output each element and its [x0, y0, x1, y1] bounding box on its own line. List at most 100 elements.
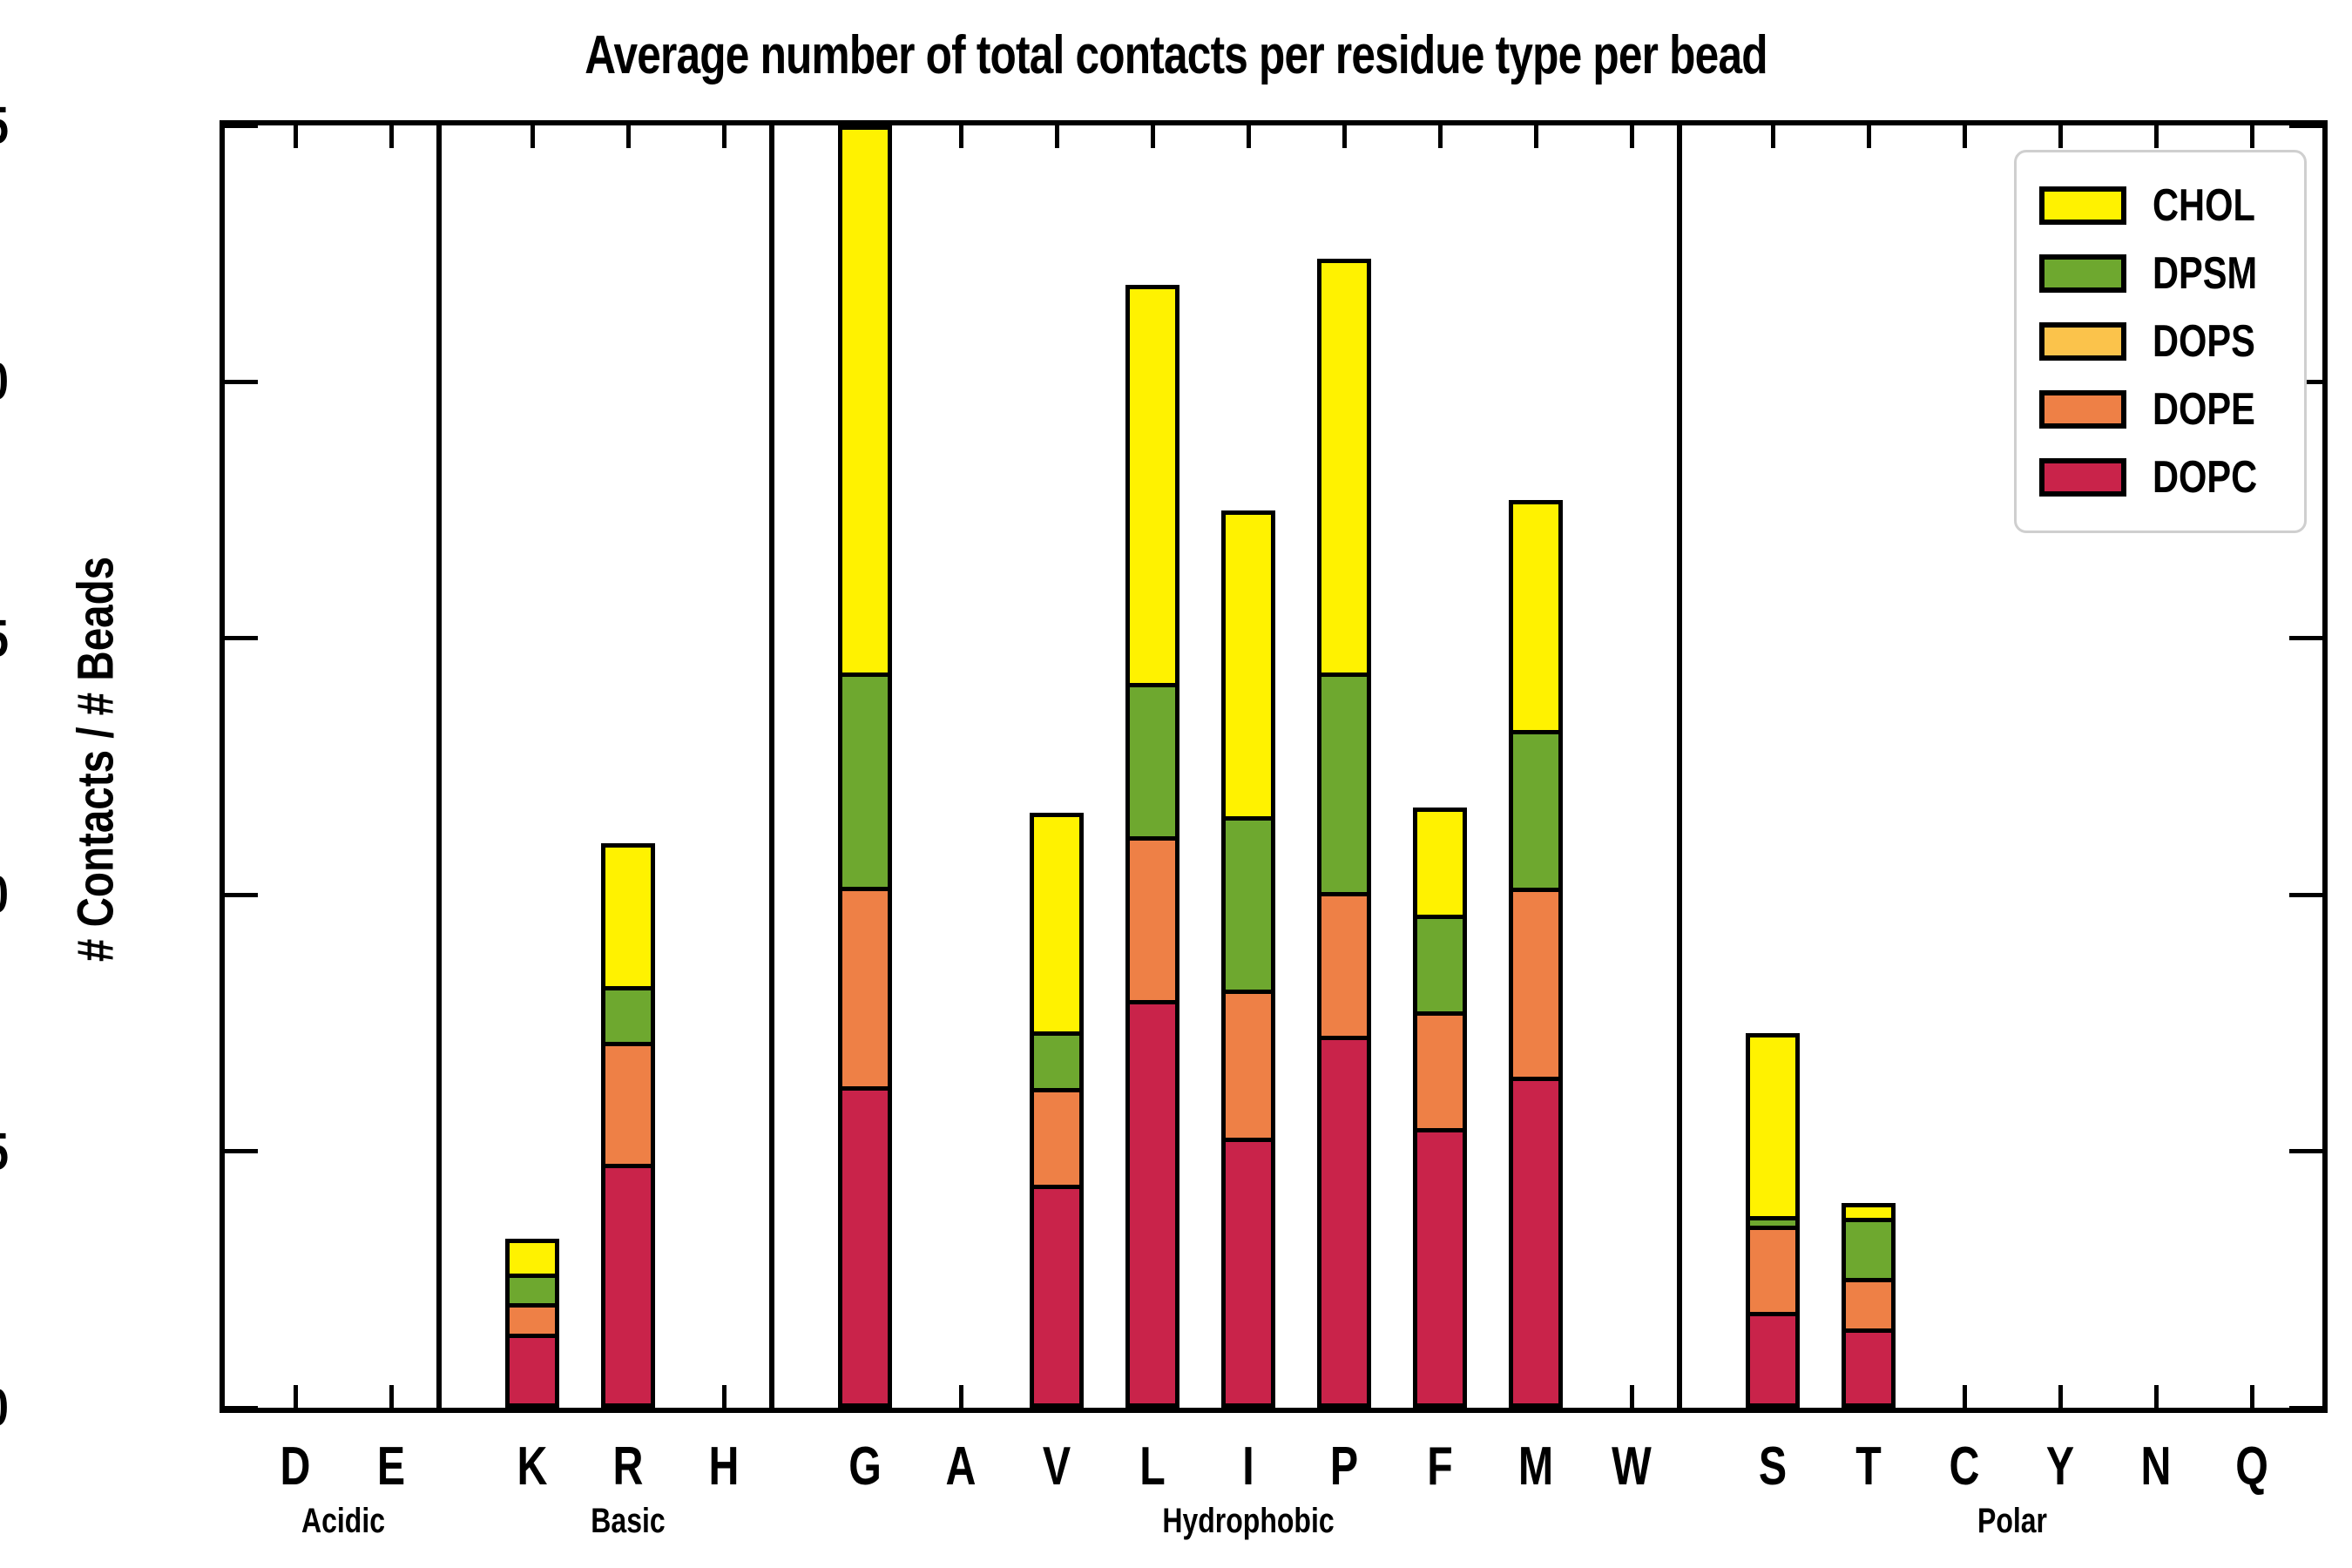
bar-segment-k-dopc[interactable] [505, 1333, 559, 1408]
x-tick-label-h: H [708, 1436, 740, 1497]
bar-segment-p-chol[interactable] [1317, 259, 1371, 678]
x-tick-mark [2153, 125, 2159, 148]
bar-segment-f-dopc[interactable] [1413, 1128, 1467, 1408]
legend-item-dpsm[interactable]: DPSM [2017, 240, 2304, 308]
bar-segment-g-chol[interactable] [838, 125, 892, 677]
x-group-label-acidic: Acidic [301, 1502, 386, 1540]
bar-s[interactable] [1746, 1033, 1800, 1408]
y-tick-mark [225, 123, 258, 128]
x-tick-label-e: E [376, 1436, 406, 1497]
x-tick-mark [389, 1385, 394, 1408]
bar-t[interactable] [1842, 1202, 1896, 1408]
bar-segment-p-dope[interactable] [1317, 892, 1371, 1040]
bar-segment-p-dopc[interactable] [1317, 1035, 1371, 1408]
y-tick-label: 1.0 [0, 865, 9, 925]
legend-item-chol[interactable]: CHOL [2017, 172, 2304, 240]
group-separator [1677, 125, 1682, 1408]
bar-segment-s-chol[interactable] [1746, 1033, 1800, 1220]
x-tick-mark [1962, 125, 1967, 148]
x-tick-label-f: F [1427, 1436, 1453, 1497]
x-tick-label-d: D [280, 1436, 311, 1497]
bar-segment-t-dopc[interactable] [1842, 1328, 1896, 1408]
legend-swatch-dope [2039, 390, 2126, 429]
bar-k[interactable] [505, 1238, 559, 1408]
bar-segment-l-dpsm[interactable] [1125, 683, 1179, 841]
y-tick-label: 1.5 [0, 608, 9, 668]
bar-segment-s-dope[interactable] [1746, 1226, 1800, 1317]
x-tick-mark [1770, 125, 1775, 148]
y-tick-mark [2289, 892, 2322, 897]
bar-segment-g-dopc[interactable] [838, 1086, 892, 1408]
bar-segment-v-dope[interactable] [1030, 1087, 1084, 1189]
bar-segment-v-dopc[interactable] [1030, 1184, 1084, 1408]
bar-segment-m-dopc[interactable] [1509, 1076, 1563, 1408]
bar-segment-i-dope[interactable] [1221, 990, 1275, 1143]
bar-segment-g-dpsm[interactable] [838, 672, 892, 892]
x-tick-label-c: C [1949, 1436, 1980, 1497]
x-tick-mark [1629, 125, 1634, 148]
bar-segment-r-dpsm[interactable] [601, 985, 655, 1047]
chart-legend: CHOL DPSM DOPS DOPE DOPC [2014, 150, 2307, 533]
bar-m[interactable] [1509, 499, 1563, 1408]
legend-item-dope[interactable]: DOPE [2017, 375, 2304, 443]
x-group-label-polar: Polar [1977, 1502, 2048, 1540]
chart-title: Average number of total contacts per res… [585, 25, 1767, 85]
bar-segment-m-dpsm[interactable] [1509, 729, 1563, 893]
x-group-label-basic: Basic [591, 1502, 666, 1540]
bar-segment-f-dpsm[interactable] [1413, 914, 1467, 1016]
bar-segment-v-chol[interactable] [1030, 813, 1084, 1037]
x-tick-mark [293, 1385, 298, 1408]
legend-label-dops: DOPS [2153, 316, 2255, 367]
x-tick-label-p: P [1329, 1436, 1359, 1497]
bar-segment-r-dopc[interactable] [601, 1164, 655, 1408]
y-tick-mark [225, 636, 258, 641]
bar-segment-p-dpsm[interactable] [1317, 672, 1371, 897]
bar-i[interactable] [1221, 510, 1275, 1408]
bar-segment-l-dope[interactable] [1125, 835, 1179, 1004]
bar-v[interactable] [1030, 813, 1084, 1408]
bar-segment-i-dopc[interactable] [1221, 1138, 1275, 1408]
bar-segment-m-chol[interactable] [1509, 499, 1563, 734]
bar-segment-v-dpsm[interactable] [1030, 1031, 1084, 1092]
bar-segment-s-dopc[interactable] [1746, 1312, 1800, 1408]
legend-label-dope: DOPE [2153, 384, 2255, 435]
bar-l[interactable] [1125, 284, 1179, 1408]
x-tick-label-y: Y [2045, 1436, 2075, 1497]
bar-segment-k-dope[interactable] [505, 1303, 559, 1338]
x-tick-mark [389, 125, 394, 148]
legend-swatch-dops [2039, 322, 2126, 361]
legend-item-dopc[interactable]: DOPC [2017, 443, 2304, 511]
bar-segment-m-dope[interactable] [1509, 888, 1563, 1081]
bar-segment-l-chol[interactable] [1125, 284, 1179, 688]
legend-item-dops[interactable]: DOPS [2017, 308, 2304, 375]
bar-segment-r-chol[interactable] [601, 843, 655, 990]
bar-segment-l-dopc[interactable] [1125, 999, 1179, 1408]
x-tick-label-k: K [517, 1436, 548, 1497]
bar-segment-t-dpsm[interactable] [1842, 1217, 1896, 1282]
bar-segment-i-dpsm[interactable] [1221, 816, 1275, 995]
bar-p[interactable] [1317, 259, 1371, 1408]
y-axis-label: # Contacts / # Beads [67, 556, 125, 963]
x-tick-mark [1533, 125, 1538, 148]
y-tick-mark [225, 1405, 258, 1410]
bar-segment-i-chol[interactable] [1221, 510, 1275, 821]
x-tick-mark [293, 125, 298, 148]
bar-r[interactable] [601, 843, 655, 1408]
bar-segment-k-chol[interactable] [505, 1238, 559, 1278]
y-tick-label: 2.0 [0, 352, 9, 412]
legend-label-dpsm: DPSM [2153, 248, 2258, 299]
bar-segment-f-dope[interactable] [1413, 1010, 1467, 1133]
x-tick-label-m: M [1517, 1436, 1554, 1497]
bar-segment-r-dope[interactable] [601, 1042, 655, 1169]
group-separator [436, 125, 442, 1408]
bar-segment-t-dope[interactable] [1842, 1277, 1896, 1333]
bar-g[interactable] [838, 125, 892, 1408]
plot-inner [225, 123, 2322, 1410]
bar-segment-f-chol[interactable] [1413, 808, 1467, 919]
bar-f[interactable] [1413, 808, 1467, 1408]
bar-segment-g-dope[interactable] [838, 887, 892, 1092]
y-tick-mark [2289, 636, 2322, 641]
x-tick-mark [2058, 1385, 2063, 1408]
x-tick-label-w: W [1612, 1436, 1652, 1497]
